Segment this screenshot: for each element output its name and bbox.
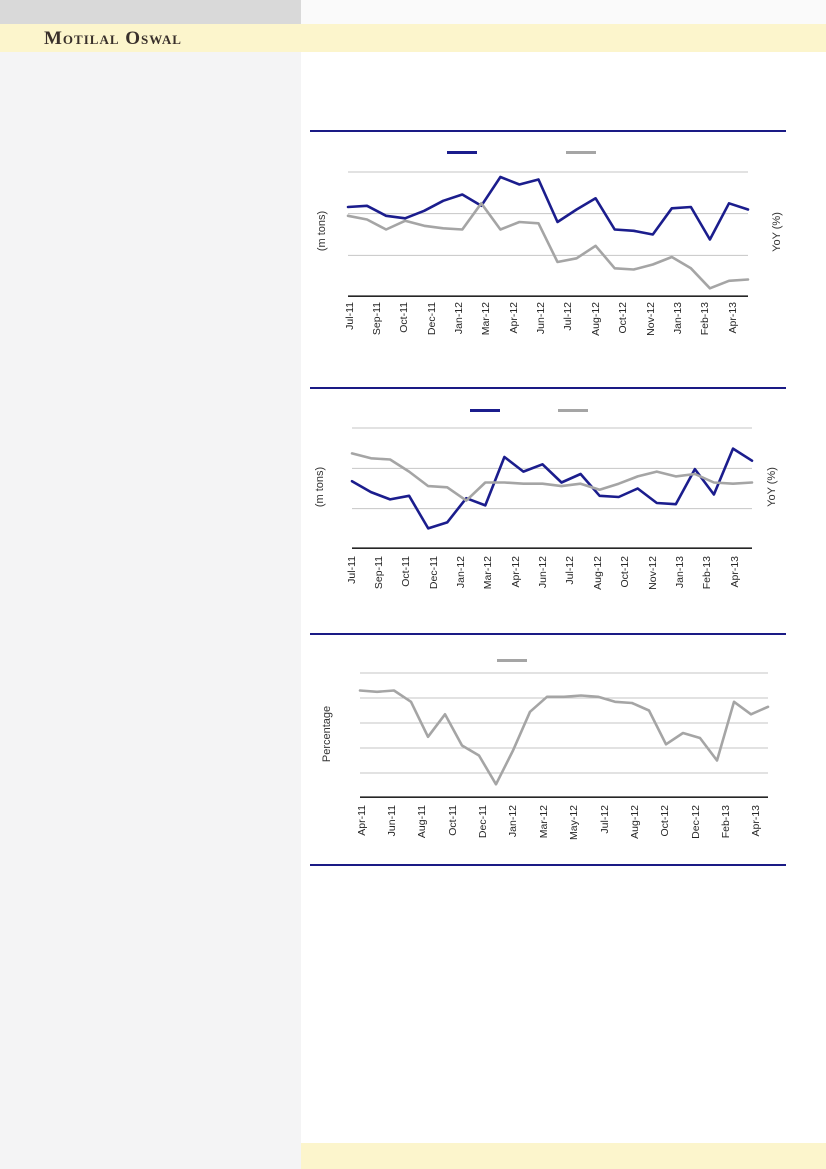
- x-axis-label: Jun-12: [537, 556, 549, 589]
- x-axis-label: Apr-13: [726, 302, 739, 334]
- legend-swatch-gray: [558, 409, 588, 412]
- x-axis-label: Oct-11: [446, 805, 459, 836]
- x-axis-label: Jul-11: [345, 556, 358, 584]
- x-axis-label: Mar-12: [537, 805, 550, 839]
- section-divider: [310, 633, 786, 635]
- gray-series: [358, 689, 770, 786]
- gray-series: [350, 452, 754, 502]
- top-right-margin: [301, 0, 826, 24]
- x-axis-label: Jan-13: [671, 302, 684, 335]
- x-axis-label: Jan-13: [673, 556, 686, 589]
- x-axis-label: Jul-11: [343, 302, 356, 330]
- x-axis-label: Jan-12: [452, 302, 465, 335]
- section-divider: [310, 864, 786, 866]
- footer-band: [301, 1143, 826, 1169]
- legend-swatch-navy: [470, 409, 500, 412]
- right-axis-label: YoY (%): [766, 467, 778, 507]
- x-axis-label: Mar-12: [482, 556, 495, 590]
- chart-1: (m tons) YoY (%) Jul-11 Sep-11 Oct-11 Dec-1…: [301, 130, 826, 385]
- x-axis-label: Aug-11: [416, 805, 429, 839]
- x-axis-label: Dec-12: [689, 805, 702, 839]
- right-axis-label: YoY (%): [771, 212, 783, 252]
- legend-swatch-navy: [447, 151, 477, 154]
- x-axis-label: Oct-12: [619, 556, 632, 588]
- x-axis-label: Aug-12: [591, 556, 604, 590]
- line-chart: [346, 171, 750, 297]
- brand-band: Motilal Oswal: [0, 24, 826, 52]
- left-margin-panel: [0, 52, 301, 1169]
- x-axis-label: May-12: [568, 805, 581, 841]
- x-axis-label: Nov-12: [646, 556, 659, 590]
- x-axis-label: Aug-12: [628, 805, 641, 839]
- x-axis-label: Dec-11: [427, 556, 440, 590]
- top-gray-bar: [0, 0, 301, 24]
- x-axis-label: Jan-12: [507, 805, 520, 838]
- x-axis-label: Oct-12: [617, 302, 630, 334]
- x-axis-label: Feb-13: [699, 302, 712, 336]
- chart-2: (m tons) YoY (%) Jul-11 Sep-11 Oct-11 Dec-1…: [301, 385, 826, 633]
- x-axis-label: Mar-12: [480, 302, 493, 336]
- x-axis-label: Jul-12: [562, 302, 575, 331]
- line-chart: [350, 427, 754, 549]
- legend-swatch-gray: [497, 659, 527, 662]
- line-chart: [358, 672, 770, 798]
- x-axis-label: Oct-11: [398, 302, 411, 333]
- brand-logo: Motilal Oswal: [44, 28, 182, 49]
- navy-series: [346, 175, 750, 241]
- legend-swatch-gray: [566, 151, 596, 154]
- x-axis-label: Apr-12: [507, 302, 520, 334]
- x-axis-label: Apr-13: [728, 556, 741, 588]
- x-axis-label: Jun-11: [385, 805, 398, 837]
- x-axis-label: Dec-11: [477, 805, 489, 839]
- x-axis-label: Apr-13: [750, 805, 763, 837]
- x-axis-label: Feb-13: [720, 805, 733, 839]
- x-axis-label: Oct-12: [659, 805, 672, 837]
- x-axis-label: Oct-11: [400, 556, 413, 587]
- chart-3: Percentage Apr-11 Jun-11 Aug-11 Oct-11 Dec-1…: [301, 633, 826, 865]
- x-axis-label: Apr-11: [355, 805, 368, 836]
- navy-series: [350, 447, 754, 530]
- left-axis-label: (m tons): [314, 466, 326, 508]
- x-axis-label: Jul-12: [598, 805, 611, 834]
- gray-series: [346, 201, 750, 290]
- x-axis-label: Feb-13: [701, 556, 714, 590]
- x-axis-label: Sep-11: [372, 556, 385, 590]
- x-axis-label: Dec-11: [425, 302, 438, 336]
- section-divider: [310, 387, 786, 389]
- left-axis-label: (m tons): [316, 210, 328, 252]
- x-axis-label: Apr-12: [509, 556, 522, 588]
- left-axis-label: Percentage: [321, 705, 333, 763]
- section-divider: [310, 130, 786, 132]
- x-axis-label: Jun-12: [535, 302, 547, 335]
- x-axis-label: Aug-12: [589, 302, 602, 336]
- x-axis-label: Sep-11: [370, 302, 383, 336]
- x-axis-label: Nov-12: [644, 302, 657, 336]
- x-axis-label: Jan-12: [454, 556, 467, 589]
- x-axis-label: Jul-12: [564, 556, 577, 585]
